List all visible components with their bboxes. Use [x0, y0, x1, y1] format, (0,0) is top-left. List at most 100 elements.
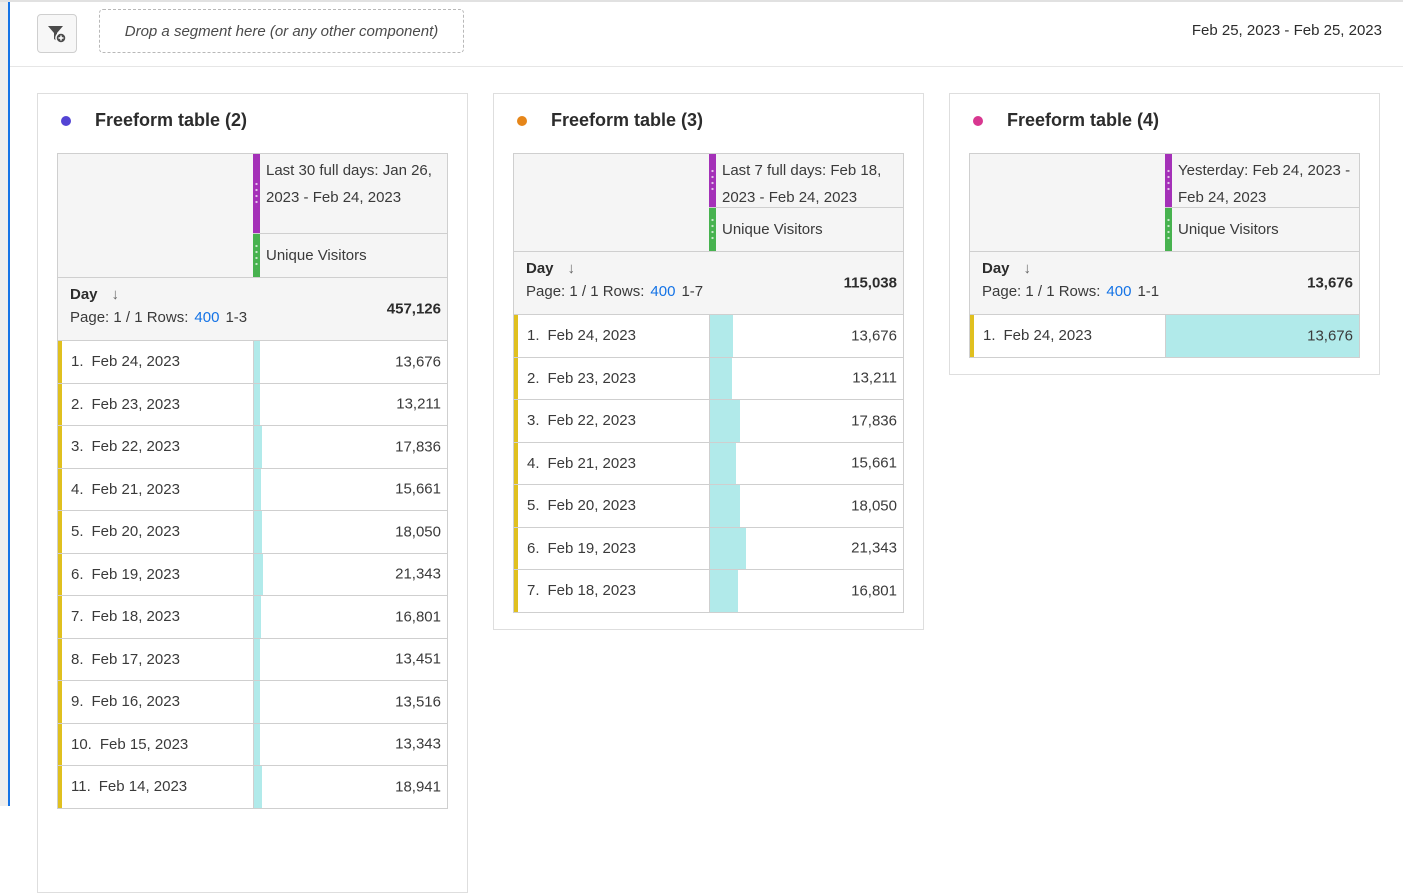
row-label[interactable]: 9. Feb 16, 2023	[58, 681, 253, 723]
row-label[interactable]: 7. Feb 18, 2023	[58, 596, 253, 638]
segment-drop-zone[interactable]: Drop a segment here (or any other compon…	[99, 9, 464, 53]
add-segment-button[interactable]	[37, 14, 77, 53]
metric-drag-handle[interactable]	[1165, 208, 1172, 251]
row-label[interactable]: 4. Feb 21, 2023	[514, 442, 709, 484]
row-date: Feb 14, 2023	[98, 778, 188, 796]
row-value-cell[interactable]: 17,836	[709, 400, 903, 442]
metric-drag-handle[interactable]	[253, 234, 260, 277]
table-row[interactable]: 3. Feb 22, 2023 17,836	[514, 400, 903, 443]
row-value: 13,343	[395, 735, 441, 753]
segment-header[interactable]: Yesterday: Feb 24, 2023 - Feb 24, 2023	[1165, 154, 1359, 208]
row-label[interactable]: 1. Feb 24, 2023	[58, 341, 253, 383]
table-row[interactable]: 5. Feb 20, 2023 18,050	[514, 485, 903, 528]
table-row[interactable]: 10. Feb 15, 2023 13,343	[58, 723, 447, 766]
row-label[interactable]: 1. Feb 24, 2023	[514, 315, 709, 357]
page-indicator: Page: 1 / 1 Rows:	[982, 283, 1101, 300]
row-number: 9.	[71, 693, 84, 711]
row-label[interactable]: 5. Feb 20, 2023	[58, 511, 253, 553]
row-label[interactable]: 10. Feb 15, 2023	[58, 723, 253, 765]
row-value-cell[interactable]: 21,343	[253, 553, 447, 595]
sort-descending-icon[interactable]: ↓	[1023, 260, 1032, 277]
rows-per-page-select[interactable]: 400	[650, 283, 676, 300]
segment-header[interactable]: Last 7 full days: Feb 18, 2023 - Feb 24,…	[709, 154, 903, 208]
row-label[interactable]: 2. Feb 23, 2023	[514, 357, 709, 399]
panel-title[interactable]: Freeform table (4)	[1007, 110, 1160, 130]
row-value-cell[interactable]: 13,343	[253, 723, 447, 765]
segment-drag-handle[interactable]	[253, 154, 260, 233]
row-label[interactable]: 6. Feb 19, 2023	[58, 553, 253, 595]
row-label[interactable]: 3. Feb 22, 2023	[514, 400, 709, 442]
row-value-cell[interactable]: 18,050	[709, 485, 903, 527]
pagination: Page: 1 / 1 Rows: 400 1-7	[526, 283, 891, 300]
metric-drag-handle[interactable]	[709, 208, 716, 251]
table-row[interactable]: 6. Feb 19, 2023 21,343	[514, 527, 903, 570]
row-value-cell[interactable]: 13,676	[709, 315, 903, 357]
row-value: 17,836	[395, 438, 441, 456]
date-range[interactable]: Feb 25, 2023 - Feb 25, 2023	[1191, 22, 1382, 39]
panel-title[interactable]: Freeform table (3)	[551, 110, 704, 130]
row-label[interactable]: 7. Feb 18, 2023	[514, 570, 709, 612]
table-row[interactable]: 6. Feb 19, 2023 21,343	[58, 553, 447, 596]
dimension-header: Day ↓ Page: 1 / 1 Rows: 400 1-7	[514, 252, 903, 314]
table-row[interactable]: 2. Feb 23, 2023 13,211	[514, 357, 903, 400]
row-value-cell[interactable]: 15,661	[709, 442, 903, 484]
dimension-name[interactable]: Day	[70, 286, 98, 303]
segment-header[interactable]: Last 30 full days: Jan 26, 2023 - Feb 24…	[253, 154, 447, 234]
metric-header[interactable]: Unique Visitors	[1165, 208, 1359, 251]
dimension-name[interactable]: Day	[982, 260, 1010, 277]
row-value-cell[interactable]: 13,451	[253, 638, 447, 680]
table-row[interactable]: 2. Feb 23, 2023 13,211	[58, 383, 447, 426]
row-number: 5.	[71, 523, 84, 541]
segment-drag-handle[interactable]	[1165, 154, 1172, 207]
metric-header[interactable]: Unique Visitors	[253, 234, 447, 277]
table-row[interactable]: 3. Feb 22, 2023 17,836	[58, 426, 447, 469]
table-row[interactable]: 1. Feb 24, 2023 13,676	[514, 315, 903, 358]
row-value-cell[interactable]: 16,801	[709, 570, 903, 612]
row-label[interactable]: 2. Feb 23, 2023	[58, 383, 253, 425]
table-row[interactable]: 4. Feb 21, 2023 15,661	[514, 442, 903, 485]
panel-color-dot	[973, 116, 983, 126]
header-corner	[58, 154, 253, 277]
row-value-cell[interactable]: 13,211	[709, 357, 903, 399]
active-panel-indicator	[8, 0, 10, 806]
row-value-bar	[254, 638, 260, 680]
panel-title[interactable]: Freeform table (2)	[95, 110, 248, 130]
metric-header[interactable]: Unique Visitors	[709, 208, 903, 251]
sort-descending-icon[interactable]: ↓	[567, 260, 576, 277]
row-label[interactable]: 11. Feb 14, 2023	[58, 766, 253, 808]
rows-per-page-select[interactable]: 400	[194, 309, 220, 326]
table-row[interactable]: 9. Feb 16, 2023 13,516	[58, 681, 447, 724]
dimension-title: Day ↓	[526, 260, 891, 277]
row-value-cell[interactable]: 16,801	[253, 596, 447, 638]
table-row[interactable]: 4. Feb 21, 2023 15,661	[58, 468, 447, 511]
row-label[interactable]: 8. Feb 17, 2023	[58, 638, 253, 680]
table-row[interactable]: 7. Feb 18, 2023 16,801	[514, 570, 903, 613]
row-number: 5.	[527, 497, 540, 515]
row-value-cell[interactable]: 18,941	[253, 766, 447, 808]
row-label[interactable]: 3. Feb 22, 2023	[58, 426, 253, 468]
row-value-cell[interactable]: 13,516	[253, 681, 447, 723]
segment-drag-handle[interactable]	[709, 154, 716, 207]
table-row[interactable]: 8. Feb 17, 2023 13,451	[58, 638, 447, 681]
table-row[interactable]: 11. Feb 14, 2023 18,941	[58, 766, 447, 809]
table-row[interactable]: 7. Feb 18, 2023 16,801	[58, 596, 447, 639]
row-label[interactable]: 6. Feb 19, 2023	[514, 527, 709, 569]
dimension-name[interactable]: Day	[526, 260, 554, 277]
row-value: 18,941	[395, 778, 441, 796]
row-value-cell[interactable]: 13,211	[253, 383, 447, 425]
row-value-cell[interactable]: 21,343	[709, 527, 903, 569]
table-row[interactable]: 1. Feb 24, 2023 13,676	[970, 315, 1359, 358]
row-number: 4.	[71, 480, 84, 498]
row-value-cell[interactable]: 17,836	[253, 426, 447, 468]
row-value-cell[interactable]: 15,661	[253, 468, 447, 510]
rows-per-page-select[interactable]: 400	[1106, 283, 1132, 300]
table-row[interactable]: 1. Feb 24, 2023 13,676	[58, 341, 447, 384]
sort-descending-icon[interactable]: ↓	[111, 286, 120, 303]
row-label[interactable]: 4. Feb 21, 2023	[58, 468, 253, 510]
row-label[interactable]: 1. Feb 24, 2023	[970, 315, 1165, 357]
row-label[interactable]: 5. Feb 20, 2023	[514, 485, 709, 527]
row-value-cell[interactable]: 13,676	[253, 341, 447, 383]
row-value-cell[interactable]: 18,050	[253, 511, 447, 553]
row-value-cell[interactable]: 13,676	[1165, 315, 1359, 357]
table-row[interactable]: 5. Feb 20, 2023 18,050	[58, 511, 447, 554]
